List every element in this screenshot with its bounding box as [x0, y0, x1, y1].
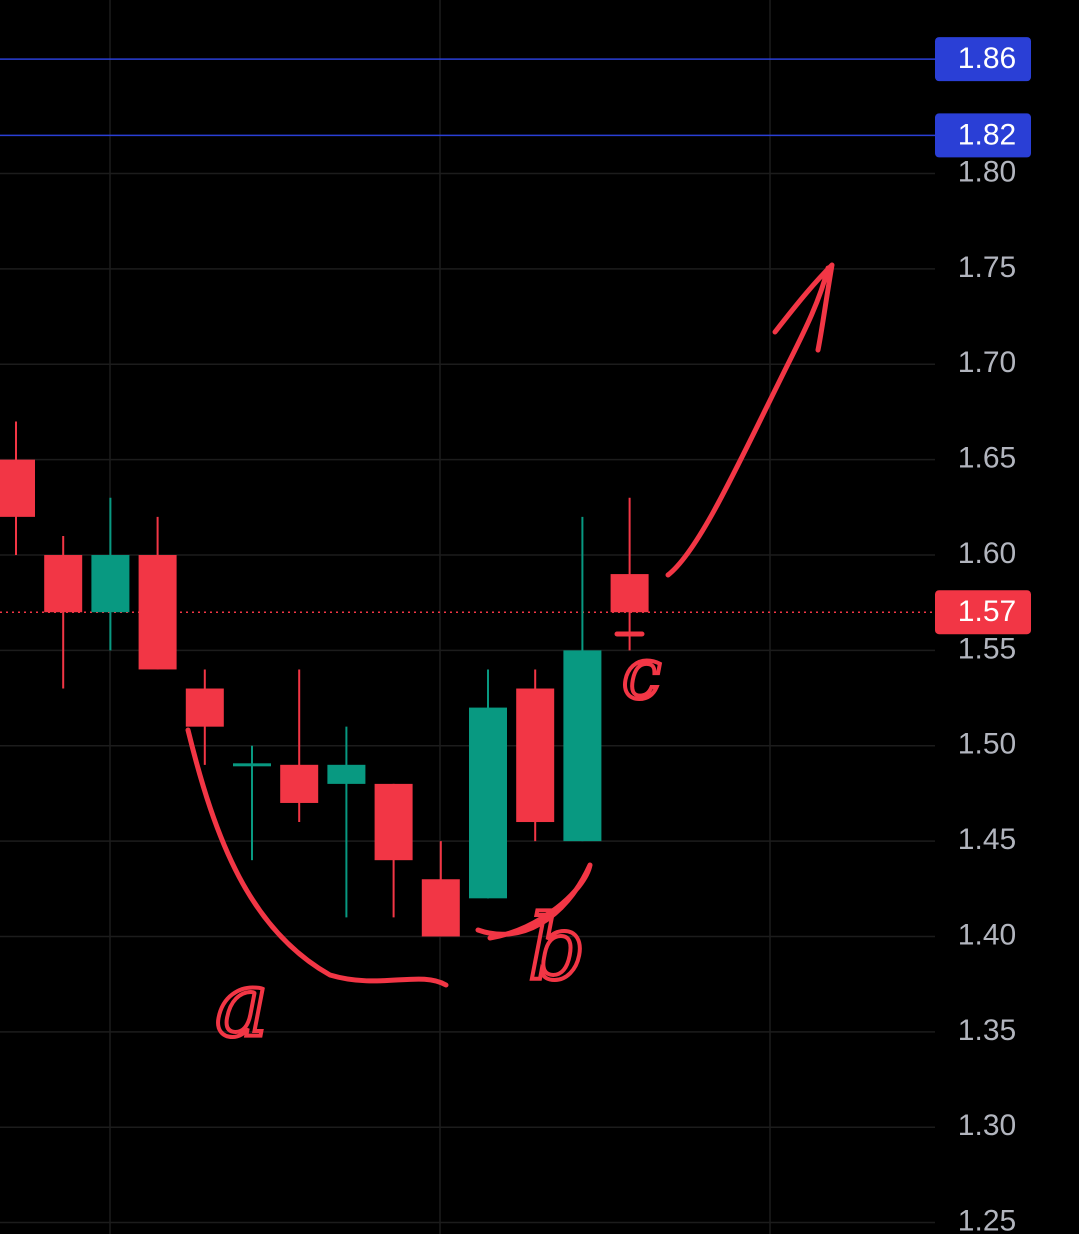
curve-a: [185, 727, 449, 988]
annotation-c: c: [622, 633, 661, 715]
arrow: [665, 262, 835, 578]
candle-body: [138, 555, 177, 670]
y-tick-label: 1.65: [958, 442, 1016, 475]
y-tick-label: 1.50: [958, 728, 1016, 761]
candle-body: [327, 764, 366, 784]
candle-body: [280, 764, 319, 803]
y-tick-label: 1.45: [958, 823, 1016, 856]
price-tag-label: 1.82: [958, 118, 1016, 151]
annotation-b: b: [528, 895, 586, 1000]
y-tick-label: 1.25: [958, 1204, 1016, 1234]
candle-body: [610, 574, 649, 613]
candle-body: [563, 650, 602, 842]
candle-body: [233, 763, 271, 767]
candle-body: [0, 459, 35, 517]
y-tick-label: 1.40: [958, 918, 1016, 951]
grid: [0, 172, 935, 1224]
annotation-a: a: [215, 952, 269, 1057]
price-tag: [935, 37, 1031, 82]
candle-body: [469, 707, 507, 899]
y-tick-label: 1.70: [958, 346, 1016, 379]
handwriting: [185, 262, 835, 988]
candle-body: [374, 783, 413, 861]
y-tick-label: 1.35: [958, 1014, 1016, 1047]
candle-body: [185, 688, 224, 727]
y-tick-label: 1.60: [958, 537, 1016, 570]
plot: [0, 58, 935, 937]
y-tick-label: 1.80: [958, 155, 1016, 188]
price-tag: [935, 590, 1031, 635]
y-tick-label: 1.75: [958, 251, 1016, 284]
price-tag: [935, 113, 1031, 158]
curve-b: [475, 862, 593, 941]
candle-body: [91, 555, 130, 613]
candle-body: [421, 879, 460, 937]
y-tick-label: 1.30: [958, 1109, 1016, 1142]
price-tag-label: 1.57: [958, 595, 1016, 628]
y-axis: 1.25 1.30 1.35 1.40 1.45 1.50 1.55 1.60 1.65 1.70…: [935, 37, 1031, 1234]
candle-body: [516, 688, 555, 823]
candle-body: [44, 555, 83, 613]
y-tick-label: 1.55: [958, 632, 1016, 665]
price-tag-label: 1.86: [958, 42, 1016, 75]
